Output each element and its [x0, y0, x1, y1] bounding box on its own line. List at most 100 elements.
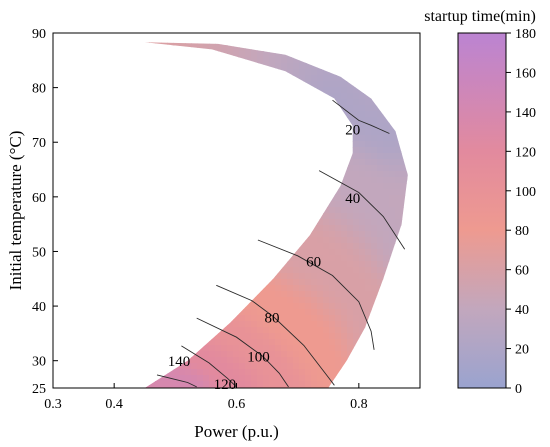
heat-cell-1939	[155, 219, 162, 226]
heat-cell-1659	[335, 189, 342, 196]
heat-cell-2056	[113, 231, 120, 238]
heat-cell-3126	[209, 333, 216, 340]
heat-cell-2798	[101, 303, 108, 310]
heat-cell-1961	[287, 219, 294, 226]
heat-cell-1170	[377, 141, 384, 148]
heat-cell-2483	[71, 273, 78, 280]
heat-cell-3030	[377, 321, 384, 328]
heat-cell-659	[287, 93, 294, 100]
heat-cell-1953	[239, 219, 246, 226]
heat-cell-3396	[341, 357, 348, 364]
heat-cell-2432	[137, 267, 144, 274]
heat-cell-614	[389, 87, 396, 94]
heat-cell-3495	[191, 369, 198, 376]
heat-cell-2849	[407, 303, 408, 310]
heat-cell-419	[335, 69, 342, 76]
heat-cell-1489	[59, 177, 66, 184]
heat-cell-1635	[191, 189, 198, 196]
heat-cell-3510	[281, 369, 288, 376]
heat-cell-2324	[233, 255, 240, 262]
heat-cell-801	[395, 105, 402, 112]
heat-cell-2702	[269, 291, 276, 298]
heat-cell-1069	[144, 135, 150, 142]
contour-line-60	[257, 239, 375, 350]
heat-cell-74	[125, 39, 132, 46]
heat-cell-2799	[107, 303, 114, 310]
heat-cell-460	[209, 75, 216, 82]
heat-cell-1145	[227, 141, 234, 148]
heat-cell-2279	[335, 249, 342, 256]
heat-cell-874	[89, 117, 96, 124]
heat-cell-72	[113, 39, 120, 46]
heat-cell-2601	[407, 279, 408, 286]
heat-cell-2871	[167, 309, 174, 316]
heat-cell-101	[287, 42, 294, 46]
heat-cell-3491	[167, 369, 174, 376]
heat-cell-243	[395, 51, 402, 58]
heat-cell-1396	[245, 165, 252, 172]
heat-cell-946	[149, 123, 156, 130]
heat-cell-394	[185, 69, 192, 76]
heat-cell-3338	[365, 351, 372, 358]
heat-cell-88	[209, 42, 216, 46]
heat-cell-1460	[257, 171, 264, 178]
heat-cell-6	[89, 33, 96, 40]
colorbar-title: startup time(min)	[424, 8, 536, 25]
heat-cell-2268	[269, 249, 276, 256]
heat-cell-423	[359, 69, 366, 76]
heat-cell-2061	[144, 231, 150, 238]
heat-cell-3102	[65, 333, 72, 340]
heat-cell-2101	[383, 231, 390, 238]
heat-cell-2063	[155, 231, 162, 238]
heat-cell-2658	[377, 285, 384, 292]
heat-cell-3372	[197, 357, 204, 364]
heat-cell-1810	[125, 207, 132, 214]
heat-cell-1247	[95, 153, 102, 160]
heat-cell-2929	[144, 315, 150, 322]
heat-cell-529	[251, 81, 258, 88]
heat-cell-2684	[161, 291, 168, 298]
heat-cell-2604	[53, 285, 60, 292]
heat-cell-2839	[347, 303, 354, 310]
heat-cell-3024	[341, 321, 348, 328]
heat-cell-3085	[335, 327, 342, 334]
heat-cell-2204	[257, 243, 264, 250]
heat-cell-1672	[413, 189, 420, 196]
heat-cell-2384	[221, 261, 228, 268]
heat-cell-575	[155, 87, 162, 94]
heat-cell-114	[365, 42, 372, 46]
heat-cell-1965	[311, 219, 318, 226]
heat-cell-2919	[83, 315, 90, 322]
heat-cell-988	[401, 123, 408, 130]
heat-cell-3425	[144, 363, 150, 370]
heat-cell-1193	[144, 147, 150, 154]
heat-cell-2050	[77, 231, 84, 238]
heat-cell-2021	[275, 225, 282, 232]
heat-cell-2433	[144, 267, 150, 274]
heat-cell-1923	[59, 219, 66, 226]
heat-cell-1918	[401, 213, 408, 220]
heat-cell-1246	[89, 153, 96, 160]
heat-cell-2185	[144, 243, 150, 250]
heat-cell-2730	[65, 297, 72, 304]
heat-cell-3498	[209, 369, 216, 376]
heat-cell-2771	[311, 297, 318, 304]
heat-cell-2065	[167, 231, 174, 238]
heat-cell-1903	[311, 213, 318, 220]
heat-cell-1202	[197, 147, 204, 154]
heat-cell-1605	[383, 183, 390, 190]
heat-cell-2584	[305, 279, 312, 286]
heat-cell-2172	[65, 243, 72, 250]
heat-cell-504	[101, 81, 108, 88]
heat-cell-473	[287, 75, 294, 82]
heat-cell-486	[365, 75, 372, 82]
heat-cell-2967	[371, 315, 378, 322]
heat-cell-2383	[215, 261, 222, 268]
heat-cell-3061	[191, 327, 198, 334]
heat-cell-2010	[209, 225, 216, 232]
heat-cell-3354	[89, 357, 96, 364]
heat-cell-471	[275, 75, 282, 82]
heat-cell-224	[281, 51, 288, 58]
heat-cell-2436	[161, 267, 168, 274]
heat-cell-950	[173, 123, 180, 130]
